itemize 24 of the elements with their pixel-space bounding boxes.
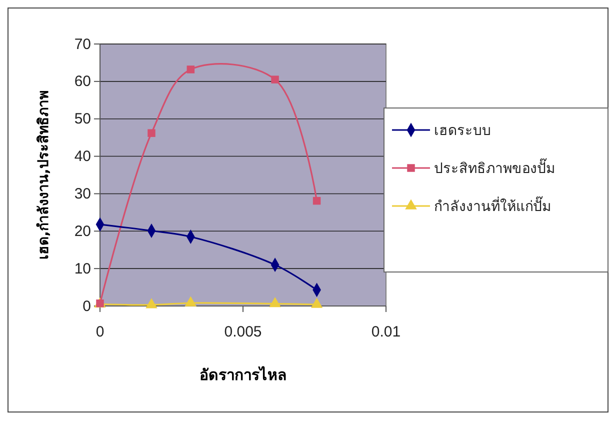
point [148, 129, 156, 137]
point [271, 76, 279, 84]
y-tick-label: 50 [74, 110, 91, 128]
legend-label: ประสิทธิภาพของปั๊ม [434, 158, 555, 177]
x-tick-label: 0.01 [371, 324, 401, 341]
point [312, 196, 321, 205]
x-tick-label: 0 [96, 324, 104, 341]
x-axis-title: อัดราการไหล [200, 365, 286, 384]
x-tick-label: 0.005 [224, 324, 262, 341]
point [310, 298, 323, 308]
y-axis-title: เฮด,กำลังงาน,ประสิทธิภาพ [36, 90, 52, 260]
point [269, 296, 281, 308]
point [146, 298, 158, 308]
y-tick-label: 60 [74, 73, 91, 90]
y-tick-label: 70 [74, 36, 91, 53]
y-tick-label: 40 [74, 148, 91, 166]
legend-label: เฮดระบบ [434, 123, 491, 139]
point [184, 296, 197, 306]
y-tick-label: 0 [82, 298, 91, 315]
point [186, 66, 195, 74]
legend-label: กำลังงานที่ให้แก่ปั๊ม [434, 196, 551, 215]
y-tick-label: 30 [74, 186, 91, 203]
y-tick-label: 10 [74, 260, 91, 278]
y-tick-label: 20 [74, 222, 91, 240]
